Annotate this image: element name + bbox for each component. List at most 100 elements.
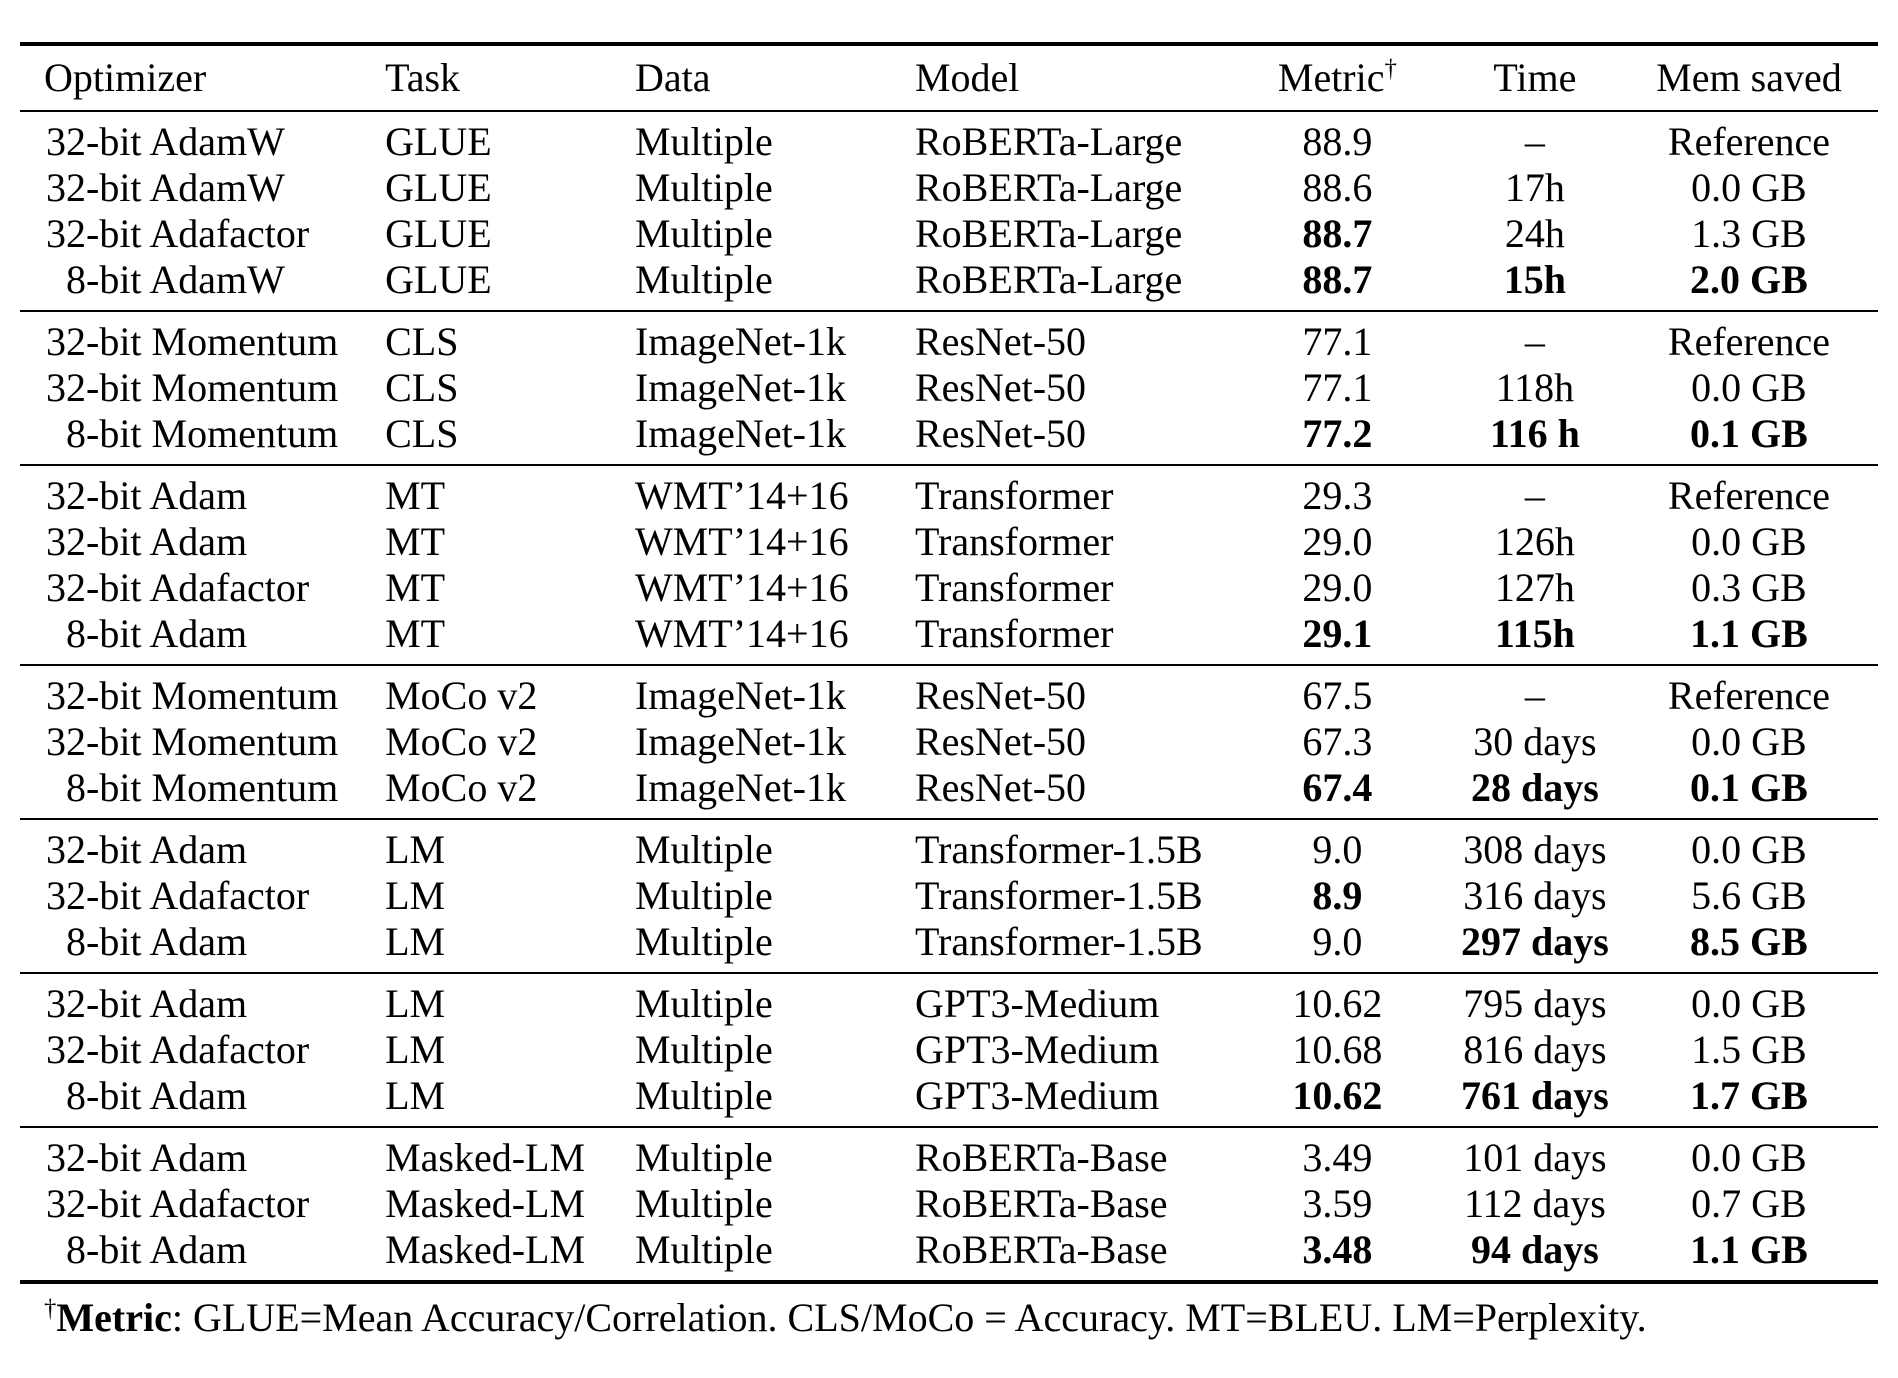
table-row: 32-bit Momentum MoCo v2 ImageNet-1k ResNet-…: [20, 719, 1878, 765]
data-cell: ImageNet-1k: [634, 411, 846, 456]
metric-cell: 10.62: [1292, 981, 1383, 1026]
column-header-mem-saved: Mem saved: [1656, 55, 1842, 100]
optimizer-cell: 32-bit Momentum: [46, 365, 339, 410]
mem-cell: 5.6 GB: [1691, 873, 1807, 918]
time-cell: –: [1524, 119, 1545, 164]
task-cell: MoCo v2: [385, 765, 538, 810]
mem-cell: 0.1 GB: [1690, 411, 1808, 456]
data-cell: ImageNet-1k: [634, 673, 846, 718]
mem-cell: 1.1 GB: [1690, 1227, 1808, 1272]
task-cell: GLUE: [385, 211, 492, 256]
optimizer-cell: 8-bit Adam: [20, 1073, 385, 1127]
column-header-task: Task: [385, 55, 461, 100]
optimizer-bits: 32: [46, 873, 86, 918]
time-cell: 127h: [1494, 565, 1575, 610]
optimizer-bits: 32: [46, 1181, 86, 1226]
optimizer-cell: 32-bit Adafactor: [46, 1027, 310, 1072]
column-header-optimizer: Optimizer: [44, 55, 207, 100]
metric-cell: 9.0: [1312, 827, 1363, 872]
table-row: 32-bit Adafactor Masked-LM Multiple RoBERTa…: [20, 1181, 1878, 1227]
table-row: 8-bit Adam MT WMT’14+16 Transformer 29.1 115h…: [20, 611, 1878, 665]
task-cell: CLS: [385, 365, 459, 410]
metric-cell: 29.0: [1302, 519, 1373, 564]
column-header-data: Data: [634, 55, 711, 100]
metric-cell: 88.7: [1302, 211, 1373, 256]
model-cell: Transformer: [914, 473, 1114, 518]
model-cell: GPT3-Medium: [914, 1073, 1160, 1118]
time-cell: 101 days: [1463, 1135, 1607, 1180]
time-cell: 28 days: [1470, 765, 1599, 810]
model-cell: ResNet-50: [914, 365, 1087, 410]
optimizer-cell: 32-bit Momentum: [46, 719, 339, 764]
table-row: 8-bit Adam LM Multiple Transformer-1.5B 9.0 2…: [20, 919, 1878, 973]
metric-cell: 10.62: [1292, 1073, 1383, 1118]
time-cell: 15h: [1503, 257, 1567, 302]
task-cell: MT: [385, 519, 446, 564]
optimizer-bits: 32: [46, 519, 86, 564]
task-cell: MT: [385, 473, 446, 518]
metric-cell: 3.59: [1302, 1181, 1373, 1226]
metric-cell: 3.48: [1302, 1227, 1373, 1272]
model-cell: Transformer: [914, 519, 1114, 564]
time-cell: –: [1524, 673, 1545, 718]
time-cell: 30 days: [1473, 719, 1597, 764]
time-cell: –: [1524, 319, 1545, 364]
metric-cell: 67.4: [1302, 765, 1373, 810]
task-cell: GLUE: [385, 257, 492, 302]
table-row: 32-bit Adam MT WMT’14+16 Transformer 29.0 126…: [20, 519, 1878, 565]
model-cell: ResNet-50: [914, 673, 1087, 718]
optimizer-bits: 8: [66, 257, 86, 302]
table-row: 8-bit Momentum CLS ImageNet-1k ResNet-50 77.…: [20, 411, 1878, 465]
task-cell: CLS: [385, 411, 459, 456]
column-header-model: Model: [914, 55, 1020, 100]
data-cell: Multiple: [634, 1181, 773, 1226]
time-cell: 17h: [1504, 165, 1565, 210]
column-header-metric: Metric†: [1277, 55, 1397, 100]
metric-cell: 88.7: [1302, 257, 1373, 302]
mem-cell: 0.0 GB: [1691, 165, 1807, 210]
metric-cell: 29.0: [1302, 565, 1373, 610]
time-cell: 316 days: [1463, 873, 1607, 918]
mem-cell: 1.7 GB: [1690, 1073, 1808, 1118]
time-cell: 297 days: [1460, 919, 1609, 964]
optimizer-cell: 32-bit Adam: [46, 519, 248, 564]
optimizer-cell: 8-bit Adam: [20, 919, 385, 973]
time-cell: 308 days: [1463, 827, 1607, 872]
metric-cell: 77.2: [1302, 411, 1373, 456]
optimizer-cell: 32-bit Momentum: [46, 673, 339, 718]
table-row: 32-bit Adafactor GLUE Multiple RoBERTa-Larg…: [20, 211, 1878, 257]
model-cell: ResNet-50: [914, 411, 1087, 456]
table-group-3: 32-bit Adam MT WMT’14+16 Transformer 29.3 – Re…: [20, 465, 1878, 665]
metric-cell: 88.9: [1302, 119, 1373, 164]
optimizer-bits: 32: [46, 1027, 86, 1072]
time-cell: 816 days: [1463, 1027, 1607, 1072]
optimizer-cell: 8-bit AdamW: [20, 257, 385, 311]
table-group-2: 32-bit Momentum CLS ImageNet-1k ResNet-50 77…: [20, 311, 1878, 465]
metric-cell: 77.1: [1302, 319, 1373, 364]
metric-cell: 29.3: [1302, 473, 1373, 518]
mem-cell: 0.0 GB: [1691, 827, 1807, 872]
time-cell: 115h: [1494, 611, 1575, 656]
data-cell: Multiple: [634, 165, 773, 210]
data-cell: WMT’14+16: [634, 519, 849, 564]
header-row: Optimizer Task Data Model Metric† Time Mem sav…: [20, 44, 1878, 111]
dagger-icon: †: [44, 1295, 57, 1323]
data-cell: ImageNet-1k: [634, 765, 846, 810]
optimizer-cell: 32-bit AdamW: [46, 119, 285, 164]
model-cell: RoBERTa-Large: [914, 211, 1183, 256]
optimizer-bits: 32: [46, 473, 86, 518]
optimizer-bits: 32: [46, 719, 86, 764]
model-cell: RoBERTa-Large: [914, 257, 1183, 302]
data-cell: Multiple: [634, 1073, 773, 1118]
table-row: 32-bit Adam MT WMT’14+16 Transformer 29.3 – Re…: [20, 465, 1878, 519]
time-cell: 118h: [1495, 365, 1575, 410]
task-cell: LM: [385, 919, 446, 964]
data-cell: WMT’14+16: [634, 611, 849, 656]
model-cell: GPT3-Medium: [914, 1027, 1160, 1072]
task-cell: MT: [385, 565, 446, 610]
table-row: 32-bit Momentum CLS ImageNet-1k ResNet-50 77…: [20, 365, 1878, 411]
mem-cell: Reference: [1667, 473, 1830, 518]
mem-cell: 0.0 GB: [1691, 519, 1807, 564]
model-cell: ResNet-50: [914, 319, 1087, 364]
